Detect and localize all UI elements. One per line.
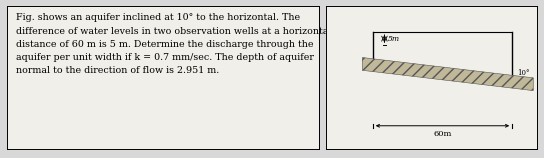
Text: 60m: 60m (434, 130, 452, 138)
Text: 5m: 5m (388, 35, 400, 43)
Text: 10°: 10° (517, 69, 530, 77)
Text: Fig. shows an aquifer inclined at 10° to the horizontal. The
difference of water: Fig. shows an aquifer inclined at 10° to… (16, 13, 331, 75)
Polygon shape (362, 58, 533, 91)
